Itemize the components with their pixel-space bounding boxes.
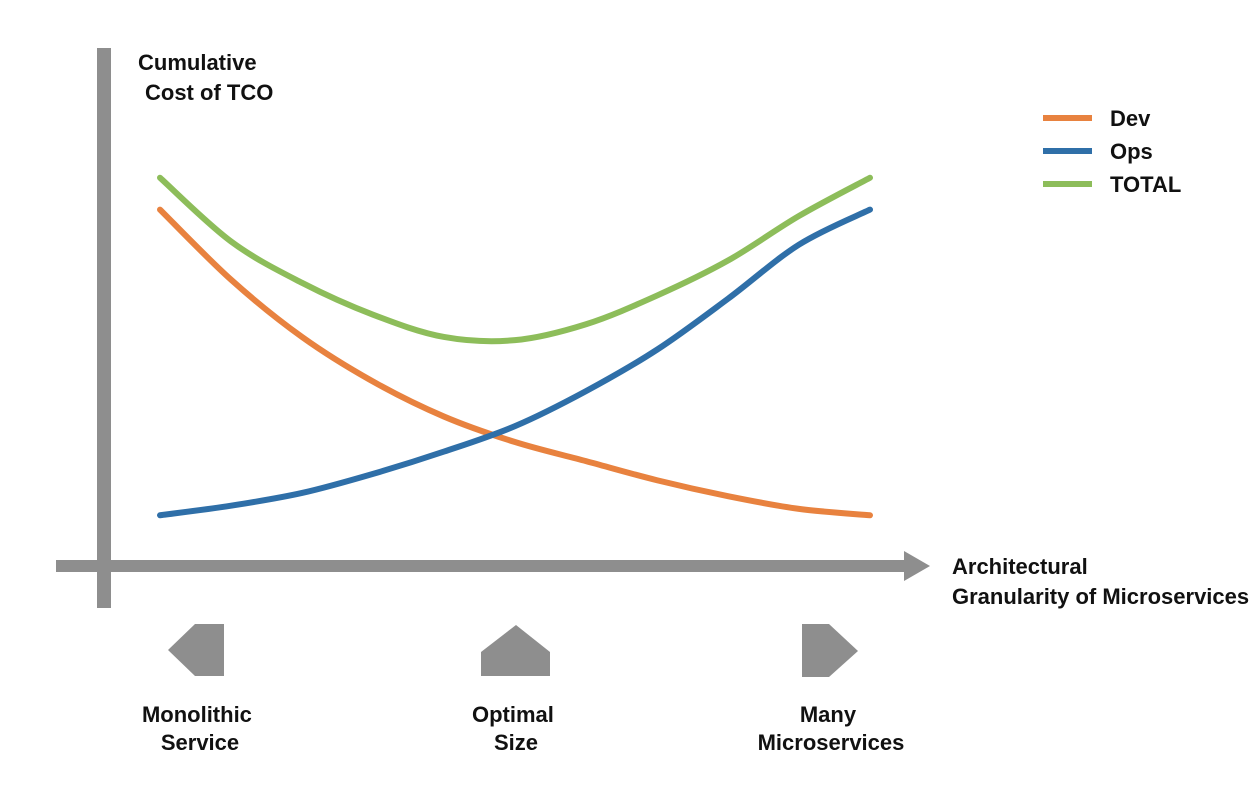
annotation-right-line-1: Many	[800, 702, 857, 727]
x-axis	[56, 560, 906, 572]
arrow-left-icon	[168, 624, 224, 676]
series-line-total	[157, 174, 873, 345]
annotation-monolithic-service: Monolithic Service	[142, 702, 258, 755]
x-axis-label: Architectural Granularity of Microservic…	[952, 554, 1249, 609]
arrow-up-icon	[481, 625, 550, 676]
y-axis-label: Cumulative Cost of TCO	[138, 50, 273, 105]
y-axis-label-line-2: Cost of TCO	[145, 80, 273, 105]
legend-label-dev: Dev	[1110, 106, 1151, 131]
annotation-optimal-size: Optimal Size	[472, 702, 560, 755]
x-axis-label-line-2: Granularity of Microservices	[952, 584, 1249, 609]
legend-label-total: TOTAL	[1110, 172, 1181, 197]
series-line-dev	[157, 206, 873, 519]
annotation-many-microservices: Many Microservices	[758, 702, 905, 755]
annotation-left-line-2: Service	[161, 730, 239, 755]
legend-label-ops: Ops	[1110, 139, 1153, 164]
y-axis-label-line-1: Cumulative	[138, 50, 257, 75]
annotation-center-line-1: Optimal	[472, 702, 554, 727]
annotation-center-line-2: Size	[494, 730, 538, 755]
series-line-ops	[157, 206, 873, 519]
annotation-left-line-1: Monolithic	[142, 702, 252, 727]
x-axis-label-line-1: Architectural	[952, 554, 1088, 579]
legend: Dev Ops TOTAL	[1043, 106, 1181, 197]
annotation-right-line-2: Microservices	[758, 730, 905, 755]
arrow-right-icon	[802, 624, 858, 677]
x-axis-arrowhead	[904, 551, 930, 581]
y-axis	[97, 48, 111, 608]
